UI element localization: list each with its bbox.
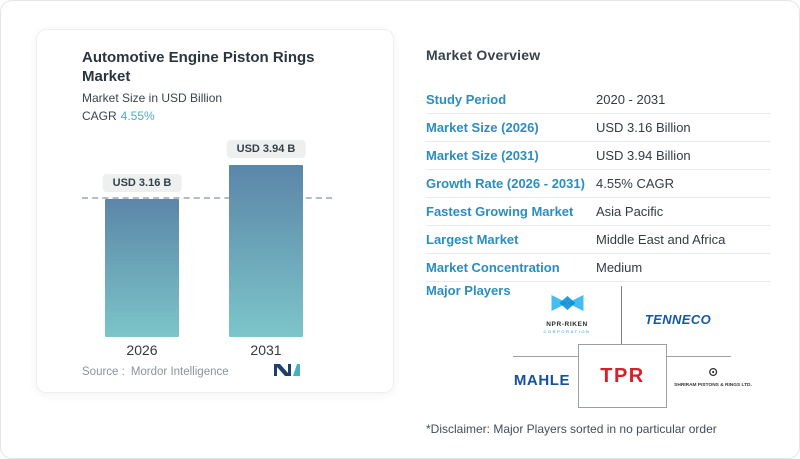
market-overview-panel: Market Overview Study Period 2020 - 2031…	[426, 1, 771, 458]
bar[interactable]	[229, 165, 303, 337]
npr-riken-name: NPR-RIKEN	[546, 321, 588, 328]
table-row: Study Period 2020 - 2031	[426, 86, 771, 114]
row-label: Growth Rate (2026 - 2031)	[426, 176, 585, 191]
npr-riken-logo: NPR-RIKEN CORPORATION	[543, 292, 590, 334]
x-axis-tick: 2031	[250, 342, 282, 358]
cagr-line: CAGR 4.55%	[82, 109, 155, 123]
tpr-logo-box: TPR	[578, 344, 667, 408]
table-row: Market Size (2026) USD 3.16 Billion	[426, 114, 771, 142]
table-row: Growth Rate (2026 - 2031) 4.55% CAGR	[426, 170, 771, 198]
connector-right-line	[666, 356, 731, 357]
cagr-value: 4.55%	[120, 109, 155, 123]
cagr-label: CAGR	[82, 109, 117, 123]
source-label: Source :	[82, 366, 125, 378]
npr-riken-bowtie-icon	[550, 292, 584, 319]
shriram-name: SHRIRAM PISTONS & RINGS LTD.	[674, 383, 752, 388]
row-label: Market Concentration	[426, 260, 560, 275]
row-value: Medium	[596, 260, 643, 275]
market-size-chart-card: Automotive Engine Piston Rings Market Ma…	[36, 29, 394, 393]
tpr-logo: TPR	[600, 364, 645, 387]
table-row: Largest Market Middle East and Africa	[426, 226, 771, 254]
table-row: Market Size (2031) USD 3.94 Billion	[426, 142, 771, 170]
row-value: 4.55% CAGR	[596, 176, 675, 191]
bar-chart: USD 3.16 B USD 3.94 B 2026 2031	[37, 30, 393, 392]
chart-title: Automotive Engine Piston Rings Market	[82, 49, 315, 85]
shriram-logo: SHRIRAM PISTONS & RINGS LTD.	[674, 364, 752, 388]
major-players-collage: NPR-RIKEN CORPORATION TENNECO MAHLE TPR …	[426, 281, 771, 416]
row-value: USD 3.16 Billion	[596, 120, 691, 135]
row-label: Study Period	[426, 92, 507, 107]
mahle-logo: MAHLE	[513, 372, 571, 389]
row-label: Market Size (2026)	[426, 120, 539, 135]
bar-value-badge: USD 3.94 B	[226, 140, 306, 158]
source-value: Mordor Intelligence	[130, 366, 229, 378]
row-value: Middle East and Africa	[596, 232, 726, 247]
bar[interactable]	[105, 199, 179, 337]
row-label: Largest Market	[426, 232, 519, 247]
row-value: 2020 - 2031	[596, 92, 666, 107]
connector-left-line	[513, 356, 578, 357]
npr-riken-subtext: CORPORATION	[543, 329, 591, 334]
source-line: Source : Mordor Intelligence	[82, 366, 229, 378]
mordor-intelligence-logo-icon	[274, 363, 300, 382]
dashed-guideline	[82, 197, 332, 199]
gear-icon	[708, 364, 718, 382]
row-label: Market Size (2031)	[426, 148, 539, 163]
row-value: USD 3.94 Billion	[596, 148, 691, 163]
overview-table: Study Period 2020 - 2031 Market Size (20…	[426, 86, 771, 282]
chart-subtitle: Market Size in USD Billion	[82, 91, 223, 105]
connector-vertical-line	[621, 286, 622, 344]
tenneco-logo: TENNECO	[644, 312, 712, 327]
row-value: Asia Pacific	[596, 204, 664, 219]
bar-value-badge: USD 3.16 B	[102, 174, 182, 192]
table-row: Market Concentration Medium	[426, 254, 771, 282]
row-label: Fastest Growing Market	[426, 204, 574, 219]
disclaimer-text: *Disclaimer: Major Players sorted in no …	[426, 422, 717, 436]
x-axis-tick: 2026	[126, 342, 158, 358]
table-row: Fastest Growing Market Asia Pacific	[426, 198, 771, 226]
overview-heading: Market Overview	[426, 47, 541, 63]
major-players-label: Major Players	[426, 283, 511, 298]
